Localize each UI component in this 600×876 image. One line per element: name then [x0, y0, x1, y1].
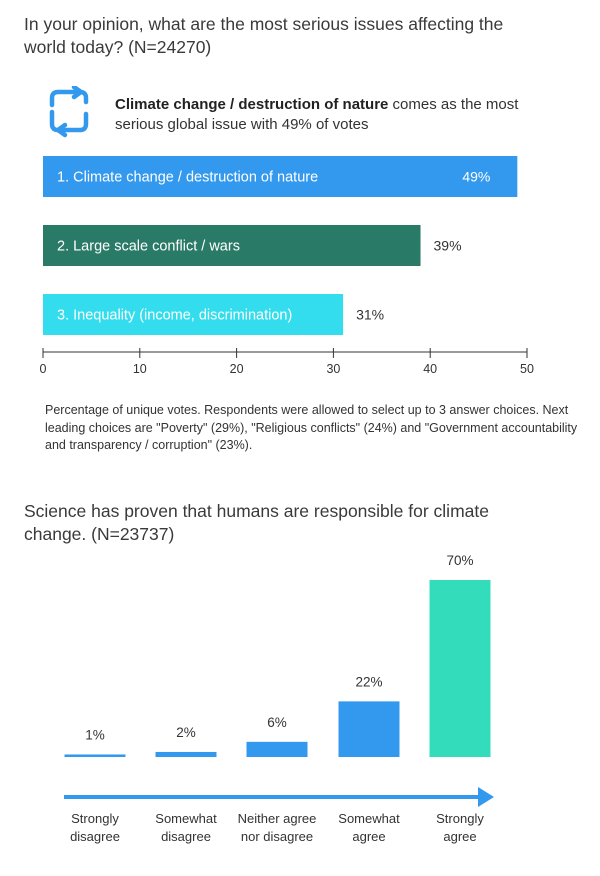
category-label: agree [443, 829, 476, 844]
category-label: Neither agree [238, 811, 317, 826]
bar [43, 225, 421, 266]
question1-title: In your opinion, what are the most serio… [24, 14, 504, 57]
bar-label: 1. Climate change / destruction of natur… [57, 170, 318, 186]
x-tick-label: 30 [326, 362, 340, 376]
x-tick-label: 10 [133, 362, 147, 376]
scale-arrow-head [478, 787, 494, 807]
question2-title: Science has proven that humans are respo… [24, 501, 489, 544]
category-label: Strongly [436, 811, 484, 826]
bar [338, 701, 400, 757]
cycle-arrows-icon [49, 86, 89, 138]
value-label: 39% [434, 238, 462, 254]
issues-bar-chart: 1. Climate change / destruction of natur… [40, 156, 534, 376]
bar-label: 3. Inequality (income, discrimination) [57, 308, 292, 324]
category-label: nor disagree [241, 829, 313, 844]
headline: Climate change / destruction of nature c… [40, 84, 580, 140]
value-label: 49% [462, 169, 490, 185]
bar [429, 580, 491, 757]
value-label: 31% [356, 307, 384, 323]
value-label: 70% [446, 553, 473, 568]
bar [155, 751, 217, 757]
bar [64, 754, 126, 757]
value-label: 22% [355, 674, 382, 689]
category-label: Strongly [71, 811, 119, 826]
category-label: agree [352, 829, 385, 844]
headline-rest: comes as the most serious global issue w… [115, 96, 519, 133]
category-label: disagree [70, 829, 120, 844]
bar [43, 156, 518, 197]
x-tick-label: 0 [40, 362, 47, 376]
category-label: Somewhat [338, 811, 400, 826]
category-label: disagree [161, 829, 211, 844]
x-tick-label: 50 [520, 362, 534, 376]
value-label: 1% [85, 727, 105, 742]
headline-bold: Climate change / destruction of nature [115, 96, 389, 113]
value-label: 2% [176, 725, 196, 740]
bar [43, 294, 344, 335]
headline-text: Climate change / destruction of nature c… [115, 95, 555, 135]
value-label: 6% [267, 715, 287, 730]
x-tick-label: 20 [230, 362, 244, 376]
x-tick-label: 40 [423, 362, 437, 376]
category-label: Somewhat [155, 811, 217, 826]
bar [246, 741, 308, 757]
chart-note: Percentage of unique votes. Respondents … [45, 403, 578, 452]
bar-label: 2. Large scale conflict / wars [57, 239, 240, 255]
